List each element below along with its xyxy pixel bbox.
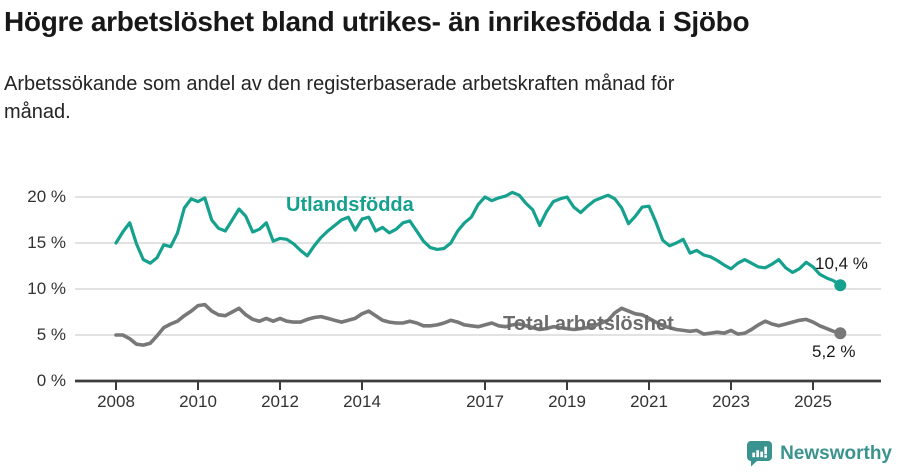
y-tick-label: 15 % <box>27 233 66 252</box>
x-tick-label: 2010 <box>179 392 217 411</box>
series-line-1 <box>114 302 843 347</box>
x-tick-label: 2008 <box>97 392 135 411</box>
series-end-dot-0 <box>834 279 847 292</box>
x-tick-label: 2017 <box>466 392 504 411</box>
brand-name: Newsworthy <box>780 442 892 464</box>
y-tick-label: 0 % <box>36 371 66 390</box>
brand-footer[interactable]: Newsworthy <box>746 440 892 467</box>
series-label-utlandsfodda: Utlandsfödda <box>286 194 414 216</box>
series-label-total-arbetsloshet: Total arbetslöshet <box>503 313 674 335</box>
end-value-label-utlandsfodda: 10,4 % <box>815 254 868 273</box>
x-tick-label: 2021 <box>630 392 668 411</box>
x-tick-label: 2025 <box>794 392 832 411</box>
y-tick-label: 5 % <box>36 325 66 344</box>
page-title: Högre arbetslöshet bland utrikes- än inr… <box>4 6 750 37</box>
x-tick-label: 2019 <box>548 392 586 411</box>
x-tick-label: 2012 <box>261 392 299 411</box>
series-line-0 <box>114 190 842 287</box>
x-tick-label: 2014 <box>343 392 381 411</box>
x-tick-label: 2023 <box>712 392 750 411</box>
series-end-dot-1 <box>834 327 847 340</box>
y-tick-label: 20 % <box>27 187 66 206</box>
end-value-label-total: 5,2 % <box>812 342 856 361</box>
newsworthy-logo-icon <box>747 441 773 467</box>
subtitle: Arbetssökande som andel av den registerb… <box>4 73 675 123</box>
y-tick-label: 10 % <box>27 279 66 298</box>
